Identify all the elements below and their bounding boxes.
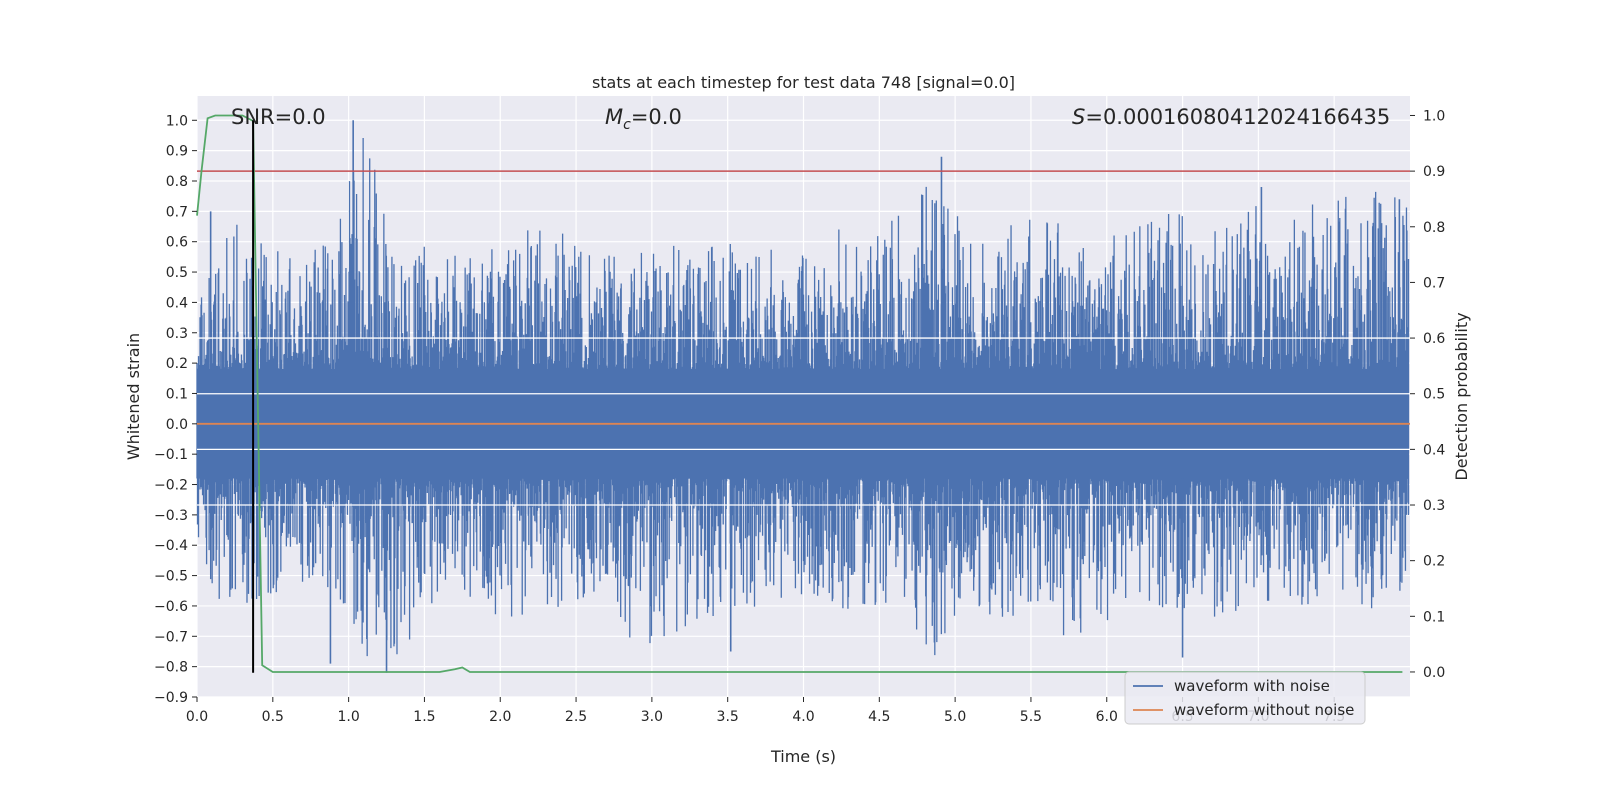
y-right-tick-label: 0.6 <box>1423 331 1445 347</box>
y-right-tick-label: 0.8 <box>1423 220 1445 236</box>
y-tick-label: 0.4 <box>166 295 188 311</box>
y-right-tick-label: 0.0 <box>1423 665 1445 681</box>
annotation-chirp-mass: Mc=0.0 <box>605 105 682 133</box>
x-tick-label: 2.5 <box>565 709 587 725</box>
y-right-tick-label: 0.9 <box>1423 164 1445 180</box>
x-tick-label: 5.5 <box>1020 709 1042 725</box>
y-tick-label: −0.8 <box>154 660 188 676</box>
y-axis-label: Whitened strain <box>124 333 143 460</box>
x-tick-label: 0.5 <box>262 709 284 725</box>
y-tick-label: −0.7 <box>154 629 188 645</box>
y-tick-label: 0.9 <box>166 144 188 160</box>
y-tick-label: −0.1 <box>154 447 188 463</box>
y-tick-label: 0.3 <box>166 326 188 342</box>
x-tick-label: 4.5 <box>868 709 890 725</box>
y-right-tick-label: 0.5 <box>1423 387 1445 403</box>
y-tick-label: 0.2 <box>166 356 188 372</box>
x-tick-label: 2.0 <box>489 709 511 725</box>
y-tick-label: −0.5 <box>154 569 188 585</box>
x-tick-label: 0.0 <box>186 709 208 725</box>
annotation-statistic: S=0.00016080412024166435 <box>1072 105 1390 129</box>
y-tick-label: −0.3 <box>154 508 188 524</box>
x-tick-label: 1.5 <box>413 709 435 725</box>
y-tick-label: 0.6 <box>166 235 188 251</box>
annotation-s-symbol: S <box>1072 105 1085 129</box>
annotation-s-value: =0.00016080412024166435 <box>1085 105 1390 129</box>
annotation-mc-value: =0.0 <box>631 105 682 129</box>
y-tick-label: 0.5 <box>166 265 188 281</box>
legend-box <box>1124 671 1366 725</box>
x-tick-label: 3.0 <box>641 709 663 725</box>
legend-label-waveform-without-noise: waveform without noise <box>1174 701 1354 719</box>
annotation-mc-subscript: c <box>623 117 631 133</box>
y-axis-right-label: Detection probability <box>1452 312 1471 480</box>
x-tick-label: 3.5 <box>717 709 739 725</box>
y-right-tick-label: 0.2 <box>1423 554 1445 570</box>
annotation-snr: SNR=0.0 <box>231 105 326 129</box>
y-tick-label: −0.4 <box>154 538 188 554</box>
y-right-tick-label: 0.4 <box>1423 442 1445 458</box>
x-tick-label: 4.0 <box>792 709 814 725</box>
y-tick-label: −0.2 <box>154 478 188 494</box>
y-right-tick-label: 0.3 <box>1423 498 1445 514</box>
y-tick-label: 0.0 <box>166 417 188 433</box>
x-tick-label: 5.0 <box>944 709 966 725</box>
legend-label-waveform-with-noise: waveform with noise <box>1174 677 1330 695</box>
legend: waveform with noise waveform without noi… <box>1124 671 1366 725</box>
x-tick-label: 6.0 <box>1096 709 1118 725</box>
y-tick-label: 0.8 <box>166 174 188 190</box>
y-tick-label: 1.0 <box>166 113 188 129</box>
right-axis-ticks: 1.0 0.9 0.8 0.7 0.6 0.5 0.4 0.3 0.2 0.1 0.0 <box>1410 108 1445 681</box>
y-tick-label: 0.1 <box>166 386 188 402</box>
chart-title: stats at each timestep for test data 748… <box>592 73 1015 92</box>
left-axis-ticks: 1.0 0.9 0.8 0.7 0.6 0.5 0.4 0.3 0.2 0.1 0.0 −0.1 −0.… <box>154 113 197 706</box>
y-tick-label: −0.9 <box>154 690 188 706</box>
y-tick-label: 0.7 <box>166 204 188 220</box>
x-tick-label: 1.0 <box>337 709 359 725</box>
y-right-tick-label: 0.7 <box>1423 275 1445 291</box>
x-axis-label: Time (s) <box>770 747 836 766</box>
y-right-tick-label: 0.1 <box>1423 609 1445 625</box>
y-right-tick-label: 1.0 <box>1423 108 1445 124</box>
annotation-mc-symbol: M <box>605 105 623 129</box>
series-detection-probability <box>196 114 1403 673</box>
y-tick-label: −0.6 <box>154 599 188 615</box>
